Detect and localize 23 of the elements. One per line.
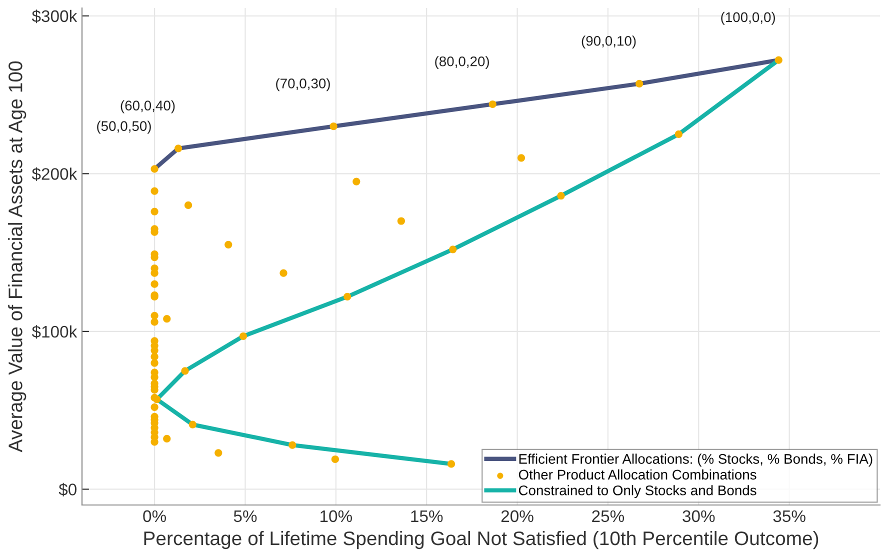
y-tick-label: $100k [32, 325, 78, 339]
x-tick-label: 35% [773, 510, 806, 522]
x-tick-label: 15% [411, 510, 443, 522]
annotation: (80,0,20) [435, 56, 489, 70]
y-axis-title: Average Value of Financial Assets at Age 100 [8, 61, 26, 452]
y-tick-label: $300k [32, 10, 78, 24]
x-tick-label: 25% [592, 510, 624, 522]
legend-label: Constrained to Only Stocks and Bonds [518, 485, 756, 498]
x-tick-label: 0% [143, 510, 166, 522]
annotation: (60,0,40) [120, 100, 175, 114]
x-tick-label: 30% [682, 510, 715, 522]
x-tick-label: 10% [320, 510, 352, 522]
x-tick-label: 5% [234, 510, 257, 522]
y-tick-label: $200k [32, 167, 78, 181]
x-axis-title: Percentage of Lifetime Spending Goal Not Satisfied (10th Percentile Outcome) [144, 530, 818, 550]
legend-label: Other Product Allocation Combinations [518, 469, 756, 480]
annotation: (90,0,10) [582, 36, 636, 49]
annotation: (70,0,30) [276, 78, 330, 92]
legend-label: Efficient Frontier Allocations: (% Stocks, % Bonds, % FIA) [519, 454, 872, 467]
y-tick-label: $0 [58, 482, 76, 496]
x-tick-label: 20% [501, 510, 534, 522]
annotation: (50,0,50) [97, 120, 151, 134]
annotation: (100,0,0) [721, 12, 775, 25]
